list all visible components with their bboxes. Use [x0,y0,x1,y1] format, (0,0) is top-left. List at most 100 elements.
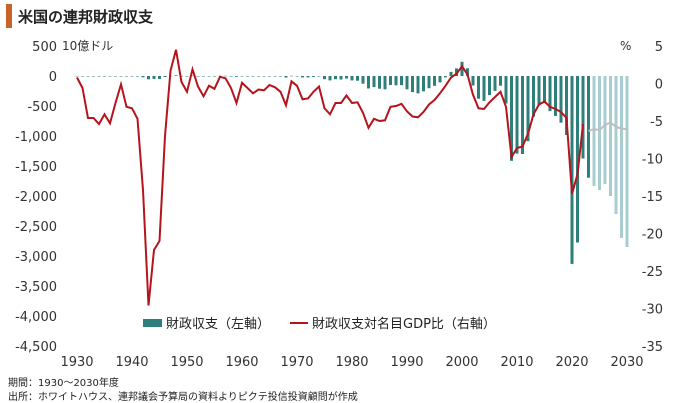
bar-1939 [125,76,128,77]
bar-2027 [609,76,612,196]
right-axis-ticks: 5 0 -5 -10 -15 -20 -25 -30 -35 [642,40,663,355]
bar-1946 [163,76,167,77]
bar-1967 [279,76,282,77]
bar-1958 [229,76,233,77]
bar-2025 [598,76,601,190]
right-tick-label: -10 [642,153,663,168]
bar-1981 [356,76,359,81]
bar-1945 [158,76,161,79]
bar-1965 [268,76,271,77]
bar-1961 [246,76,249,77]
bar-2016 [548,76,552,112]
bar-2028 [614,76,618,214]
bar-1935 [103,76,106,77]
bar-1997 [444,76,447,78]
bar-2026 [603,76,607,184]
bar-1969 [290,75,293,77]
bar-1970 [295,76,299,77]
bar-2005 [488,76,491,96]
x-tick-label: 1970 [280,355,313,370]
bar-1972 [306,76,310,78]
bar-2021 [576,76,579,243]
legend-swatch-bars [143,319,162,327]
left-tick-label: -3,000 [15,250,57,265]
bar-2014 [537,76,541,106]
bar-1995 [433,76,436,86]
right-tick-label: -5 [650,115,663,130]
x-tick-label: 2000 [445,355,478,370]
left-tick-label: -2,000 [15,190,57,205]
bar-1986 [383,76,387,90]
bar-1980 [350,76,354,81]
bar-1976 [328,76,332,81]
bar-2001 [466,68,469,76]
bar-1974 [317,76,321,77]
bar-1973 [312,76,315,77]
bar-1968 [284,76,288,78]
bar-1933 [92,76,95,77]
bar-1998 [449,71,453,76]
bar-2017 [554,76,557,116]
bar-1940 [130,76,134,77]
bar-1987 [389,76,392,85]
right-tick-label: -20 [642,228,663,243]
bar-1955 [213,76,216,77]
bar-2003 [477,76,480,99]
left-tick-label: -1,500 [15,160,57,175]
x-axis-ticks: 1930 1940 1950 1960 1970 1980 1990 2000 2010 2020… [60,355,643,370]
bar-1957 [224,75,227,77]
bar-2007 [499,76,502,86]
bar-1953 [202,76,205,77]
line-actual [76,49,584,306]
bar-1993 [422,76,425,92]
right-axis-unit: % [620,39,631,53]
bar-1931 [81,76,84,77]
x-tick-label: 2030 [610,355,643,370]
bar-1990 [405,76,409,90]
bar-2004 [482,76,486,101]
bar-1971 [301,76,304,78]
bar-1982 [361,76,365,84]
bar-2022 [581,76,585,159]
right-tick-label: -30 [642,303,663,318]
bar-1966 [273,76,277,77]
right-tick-label: 5 [655,40,663,55]
bar-2012 [526,76,530,142]
bar-1950 [185,76,189,77]
bar-1944 [152,76,156,79]
line-series [76,49,628,306]
bar-2010 [515,76,519,154]
bar-1934 [97,76,101,77]
bar-2018 [559,76,563,123]
x-tick-label: 1980 [335,355,368,370]
bar-2013 [532,76,535,117]
bar-1954 [207,76,211,77]
bar-2009 [510,76,513,161]
bar-2023 [587,76,590,178]
bar-1979 [345,76,348,79]
bar-2008 [504,76,508,104]
left-tick-label: -4,500 [15,340,57,355]
bar-1963 [257,76,260,77]
bar-1932 [86,76,90,77]
bar-1938 [119,76,123,77]
bar-2011 [521,76,524,154]
x-tick-label: 1990 [390,355,423,370]
bar-1989 [400,76,403,86]
bar-2024 [592,76,596,186]
bar-2002 [471,76,475,86]
x-tick-label: 1950 [170,355,203,370]
right-tick-label: -35 [642,340,663,355]
left-axis-ticks: 500 0 -500 -1,000 -1,500 -2,000 -2,500 -3,000 -3… [15,40,57,355]
bar-1996 [438,76,442,83]
left-tick-label: -500 [27,100,57,115]
bar-1978 [339,76,343,80]
bar-1942 [141,76,145,78]
right-tick-label: -15 [642,190,663,205]
x-tick-label: 2010 [500,355,533,370]
left-axis-unit: 10億ドル [62,39,113,53]
footer-source: 出所：ホワイトハウス、連邦議会予算局の資料よりピクテ投信投資顧問が作成 [8,392,358,403]
title-accent-bar [6,4,12,28]
bar-1960 [240,76,244,77]
